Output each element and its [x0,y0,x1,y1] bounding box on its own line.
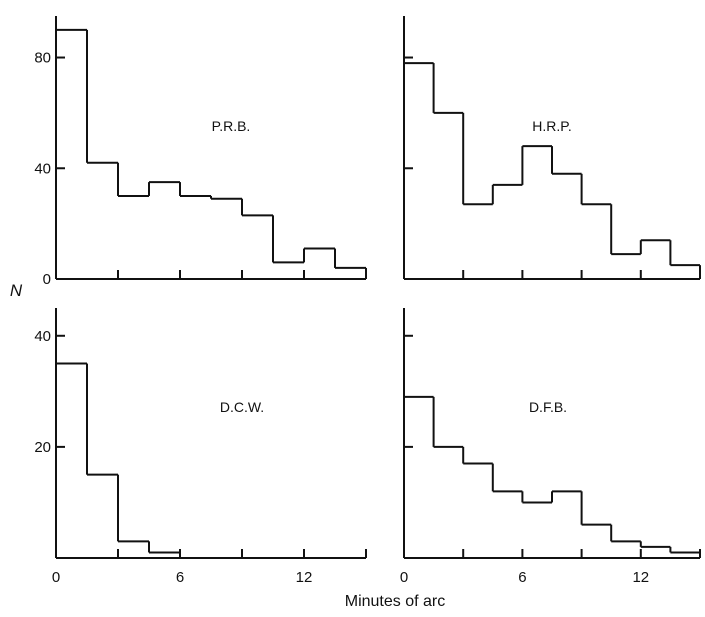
panel-label: D.F.B. [529,399,567,415]
x-tick-label: 0 [52,569,60,586]
panel-1: H.R.P. [403,16,701,280]
panels-layer: 0 40 80 P.R.B. H.R.P. 20 40 0 6 12 D.C.W. 0 6 12 D.F.B… [34,16,701,586]
panel-label: P.R.B. [212,118,251,134]
x-axis-label: Minutes of arc [345,593,445,610]
x-tick-label: 6 [518,569,526,586]
panel-label: H.R.P. [532,118,571,134]
y-tick-label: 80 [34,50,51,67]
y-axis-label: N [10,281,23,300]
y-tick-label: 20 [34,439,51,456]
x-tick-label: 6 [176,569,184,586]
panel-2: 20 40 0 6 12 D.C.W. [34,308,367,586]
panel-label: D.C.W. [220,399,264,415]
x-tick-label: 12 [296,569,313,586]
y-tick-label: 0 [43,271,51,288]
panel-3: 0 6 12 D.F.B. [400,308,701,586]
x-tick-label: 12 [632,569,649,586]
panel-0: 0 40 80 P.R.B. [34,16,367,288]
y-tick-label: 40 [34,328,51,345]
x-tick-label: 0 [400,569,408,586]
y-tick-label: 40 [34,160,51,177]
